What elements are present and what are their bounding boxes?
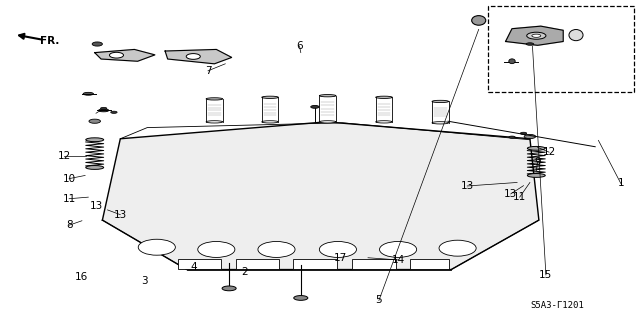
Ellipse shape <box>527 146 545 150</box>
Ellipse shape <box>100 107 107 110</box>
Text: 2: 2 <box>241 267 248 278</box>
Ellipse shape <box>262 96 278 99</box>
Text: 3: 3 <box>141 276 147 286</box>
Ellipse shape <box>89 119 100 123</box>
Ellipse shape <box>138 239 175 255</box>
Text: 12: 12 <box>543 147 556 157</box>
Ellipse shape <box>526 43 534 45</box>
Ellipse shape <box>111 111 117 113</box>
Bar <box>178 259 221 269</box>
Text: S5A3-Γ1201: S5A3-Γ1201 <box>530 301 584 310</box>
Ellipse shape <box>532 34 541 37</box>
Text: 11: 11 <box>63 194 76 204</box>
Ellipse shape <box>186 54 200 59</box>
Text: 12: 12 <box>58 151 70 161</box>
Ellipse shape <box>319 94 336 97</box>
Bar <box>352 259 396 269</box>
Bar <box>488 6 634 92</box>
Polygon shape <box>95 49 155 61</box>
Ellipse shape <box>432 100 449 103</box>
Text: 4: 4 <box>190 262 196 272</box>
Ellipse shape <box>439 240 476 256</box>
Ellipse shape <box>311 105 319 108</box>
Ellipse shape <box>92 42 102 46</box>
Polygon shape <box>506 26 563 45</box>
Ellipse shape <box>524 135 536 138</box>
Ellipse shape <box>432 122 449 124</box>
Text: 7: 7 <box>205 66 211 76</box>
Ellipse shape <box>99 109 109 112</box>
Ellipse shape <box>527 32 546 39</box>
Text: 13: 13 <box>90 201 102 211</box>
Ellipse shape <box>376 96 392 99</box>
Text: 1: 1 <box>618 178 624 189</box>
Ellipse shape <box>569 30 583 41</box>
Ellipse shape <box>319 241 356 257</box>
Polygon shape <box>165 49 232 64</box>
Ellipse shape <box>520 132 527 135</box>
Text: 9: 9 <box>534 157 541 167</box>
Text: 15: 15 <box>540 270 552 280</box>
Text: 16: 16 <box>76 272 88 282</box>
Bar <box>410 259 449 269</box>
Ellipse shape <box>509 136 515 138</box>
Text: 11: 11 <box>513 192 526 202</box>
Ellipse shape <box>262 121 278 123</box>
Ellipse shape <box>319 121 336 123</box>
Ellipse shape <box>109 52 124 58</box>
Ellipse shape <box>222 286 236 291</box>
Text: 14: 14 <box>392 255 405 265</box>
Text: FR.: FR. <box>40 35 59 46</box>
Ellipse shape <box>527 174 545 177</box>
Polygon shape <box>102 122 539 270</box>
Text: 6: 6 <box>296 41 303 51</box>
Ellipse shape <box>206 121 223 123</box>
Ellipse shape <box>380 241 417 257</box>
Text: 17: 17 <box>334 253 347 263</box>
Bar <box>236 259 279 269</box>
Ellipse shape <box>376 121 392 123</box>
Text: 5: 5 <box>376 295 382 306</box>
Ellipse shape <box>258 241 295 257</box>
Ellipse shape <box>509 59 515 64</box>
Ellipse shape <box>83 93 93 95</box>
Text: 10: 10 <box>63 174 76 184</box>
Text: 13: 13 <box>114 210 127 220</box>
Ellipse shape <box>206 98 223 100</box>
Ellipse shape <box>86 166 104 169</box>
Ellipse shape <box>86 138 104 142</box>
Ellipse shape <box>294 295 308 300</box>
Bar <box>293 259 337 269</box>
Ellipse shape <box>198 241 235 257</box>
Text: 8: 8 <box>66 220 72 230</box>
Ellipse shape <box>472 16 486 25</box>
Text: 13: 13 <box>461 181 474 191</box>
Text: 13: 13 <box>504 189 517 199</box>
